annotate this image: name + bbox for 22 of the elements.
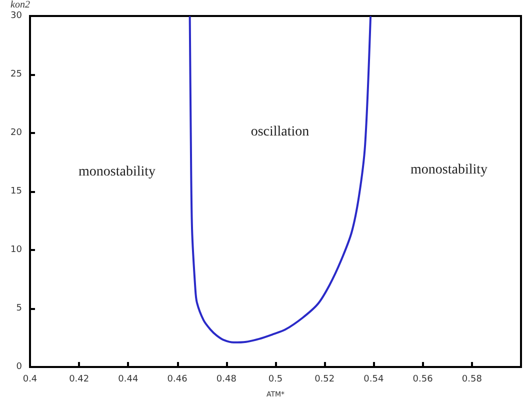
line-series bbox=[188, 16, 372, 344]
x-tick-label: 0.56 bbox=[412, 374, 434, 384]
y-tick-label: 20 bbox=[10, 128, 22, 138]
x-tick-label: 0.48 bbox=[216, 374, 237, 384]
x-tick-label: 0.52 bbox=[314, 374, 335, 384]
x-tick-label: 0.46 bbox=[167, 374, 188, 384]
x-tick-label: 0.58 bbox=[462, 374, 482, 384]
annotation: oscillation bbox=[250, 124, 310, 140]
y-axis-title: kon2 bbox=[10, 0, 30, 10]
y-tick-label: 15 bbox=[10, 186, 22, 196]
x-tick-label: 0.42 bbox=[69, 374, 90, 384]
y-tick-label: 5 bbox=[16, 304, 22, 314]
y-tick-label: 10 bbox=[10, 245, 22, 255]
y-tick-label: 30 bbox=[10, 11, 22, 21]
x-tick-label: 0.54 bbox=[364, 374, 384, 384]
x-tick-label: 0.4 bbox=[22, 374, 38, 384]
y-tick-label: 25 bbox=[10, 70, 22, 80]
annotation: monostability bbox=[410, 162, 488, 178]
annotation: monostability bbox=[78, 164, 156, 180]
y-tick-label: 0 bbox=[16, 362, 22, 372]
x-tick-label: 0.44 bbox=[118, 374, 138, 384]
x-tick-label: 0.5 bbox=[268, 374, 283, 384]
